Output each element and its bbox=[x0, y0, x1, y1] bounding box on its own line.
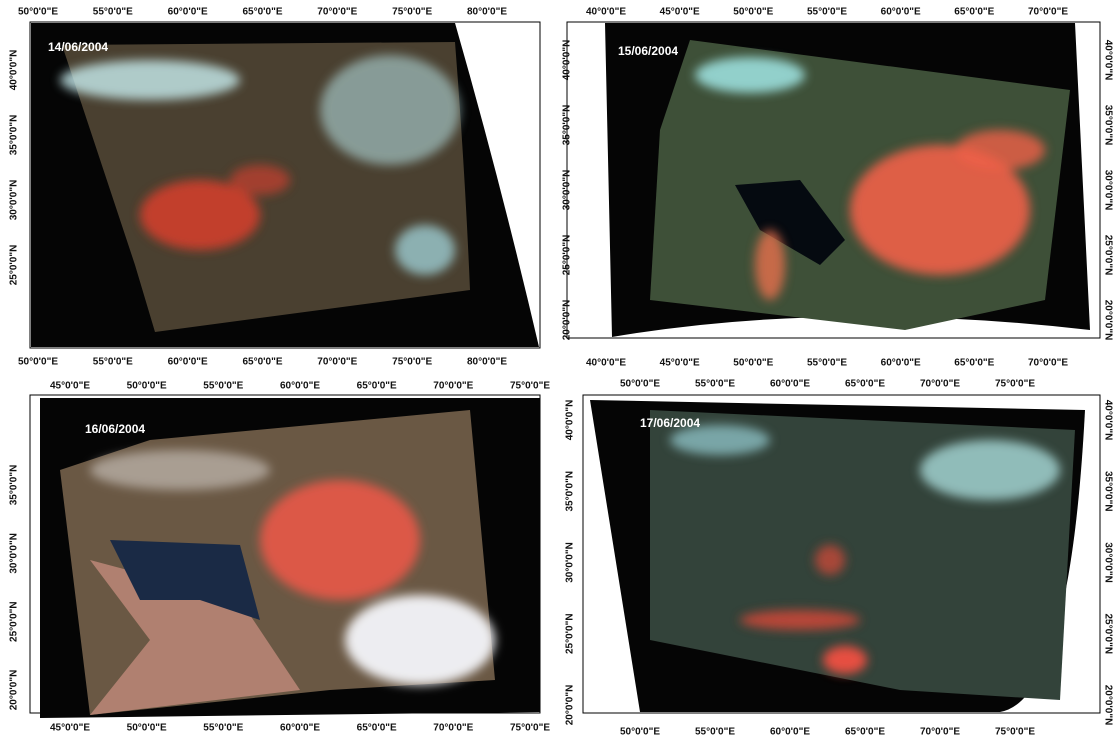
longitude-label: 60°0'0"E bbox=[280, 381, 320, 392]
latitude-label: 35°0'0"N bbox=[562, 105, 573, 146]
longitude-label: 70°0'0"E bbox=[433, 381, 473, 392]
latitude-label: 30°0'0"N bbox=[9, 180, 20, 221]
latitude-label: 35°0'0"N bbox=[1102, 105, 1113, 146]
longitude-label: 55°0'0"E bbox=[807, 7, 847, 18]
longitude-label: 65°0'0"E bbox=[845, 727, 885, 738]
latitude-label: 25°0'0"N bbox=[565, 613, 576, 654]
longitude-label: 70°0'0"E bbox=[317, 7, 357, 18]
latitude-label: 25°0'0"N bbox=[9, 601, 20, 642]
longitude-label: 50°0'0"E bbox=[18, 357, 58, 368]
longitude-label: 75°0'0"E bbox=[392, 7, 432, 18]
latitude-label: 40°0'0"N bbox=[1102, 40, 1113, 81]
latitude-label: 20°0'0"N bbox=[9, 670, 20, 711]
longitude-label: 65°0'0"E bbox=[845, 379, 885, 390]
longitude-label: 70°0'0"E bbox=[1028, 358, 1068, 369]
longitude-label: 45°0'0"E bbox=[50, 381, 90, 392]
longitude-label: 40°0'0"E bbox=[586, 358, 626, 369]
panel-image bbox=[29, 21, 541, 349]
longitude-label: 70°0'0"E bbox=[433, 723, 473, 734]
longitude-label: 70°0'0"E bbox=[920, 379, 960, 390]
latitude-label: 20°0'0"N bbox=[1102, 300, 1113, 341]
longitude-label: 60°0'0"E bbox=[168, 7, 208, 18]
latitude-label: 20°0'0"N bbox=[1102, 685, 1113, 726]
panel-image bbox=[29, 394, 541, 718]
longitude-label: 65°0'0"E bbox=[954, 7, 994, 18]
latitude-label: 35°0'0"N bbox=[9, 465, 20, 506]
latitude-label: 25°0'0"N bbox=[9, 245, 20, 286]
panel-image bbox=[566, 21, 1101, 339]
latitude-label: 30°0'0"N bbox=[565, 542, 576, 583]
panel-image bbox=[582, 394, 1101, 714]
longitude-label: 70°0'0"E bbox=[920, 727, 960, 738]
latitude-label: 35°0'0"N bbox=[9, 115, 20, 156]
longitude-label: 45°0'0"E bbox=[50, 723, 90, 734]
longitude-label: 80°0'0"E bbox=[467, 7, 507, 18]
longitude-label: 50°0'0"E bbox=[733, 358, 773, 369]
longitude-label: 65°0'0"E bbox=[357, 381, 397, 392]
longitude-label: 60°0'0"E bbox=[881, 358, 921, 369]
longitude-label: 40°0'0"E bbox=[586, 7, 626, 18]
longitude-label: 75°0'0"E bbox=[510, 723, 550, 734]
longitude-label: 60°0'0"E bbox=[280, 723, 320, 734]
longitude-label: 60°0'0"E bbox=[881, 7, 921, 18]
longitude-label: 65°0'0"E bbox=[954, 358, 994, 369]
latitude-label: 40°0'0"N bbox=[565, 400, 576, 441]
panel-date: 15/06/2004 bbox=[618, 44, 678, 58]
longitude-label: 75°0'0"E bbox=[392, 357, 432, 368]
longitude-label: 45°0'0"E bbox=[660, 7, 700, 18]
panel-date: 16/06/2004 bbox=[85, 422, 145, 436]
longitude-label: 55°0'0"E bbox=[93, 357, 133, 368]
latitude-label: 20°0'0"N bbox=[565, 685, 576, 726]
longitude-label: 60°0'0"E bbox=[168, 357, 208, 368]
longitude-label: 50°0'0"E bbox=[733, 7, 773, 18]
panel-date: 17/06/2004 bbox=[640, 416, 700, 430]
longitude-label: 60°0'0"E bbox=[770, 727, 810, 738]
latitude-label: 35°0'0"N bbox=[565, 471, 576, 512]
longitude-label: 55°0'0"E bbox=[93, 7, 133, 18]
latitude-label: 30°0'0"N bbox=[9, 533, 20, 574]
longitude-label: 45°0'0"E bbox=[660, 358, 700, 369]
longitude-label: 50°0'0"E bbox=[18, 7, 58, 18]
longitude-label: 55°0'0"E bbox=[203, 723, 243, 734]
latitude-label: 25°0'0"N bbox=[1102, 235, 1113, 276]
latitude-label: 40°0'0"N bbox=[9, 50, 20, 91]
longitude-label: 50°0'0"E bbox=[620, 379, 660, 390]
latitude-label: 40°0'0"N bbox=[1102, 400, 1113, 441]
longitude-label: 75°0'0"E bbox=[510, 381, 550, 392]
panel-date: 14/06/2004 bbox=[48, 40, 108, 54]
longitude-label: 55°0'0"E bbox=[203, 381, 243, 392]
latitude-label: 30°0'0"N bbox=[562, 170, 573, 211]
longitude-label: 50°0'0"E bbox=[127, 723, 167, 734]
longitude-label: 75°0'0"E bbox=[995, 727, 1035, 738]
longitude-label: 50°0'0"E bbox=[620, 727, 660, 738]
longitude-label: 55°0'0"E bbox=[695, 379, 735, 390]
longitude-label: 80°0'0"E bbox=[467, 357, 507, 368]
longitude-label: 50°0'0"E bbox=[127, 381, 167, 392]
longitude-label: 55°0'0"E bbox=[807, 358, 847, 369]
latitude-label: 25°0'0"N bbox=[562, 235, 573, 276]
longitude-label: 70°0'0"E bbox=[1028, 7, 1068, 18]
latitude-label: 25°0'0"N bbox=[1102, 613, 1113, 654]
longitude-label: 60°0'0"E bbox=[770, 379, 810, 390]
latitude-label: 30°0'0"N bbox=[1102, 170, 1113, 211]
longitude-label: 65°0'0"E bbox=[357, 723, 397, 734]
latitude-label: 30°0'0"N bbox=[1102, 542, 1113, 583]
latitude-label: 20°0'0"N bbox=[562, 300, 573, 341]
longitude-label: 55°0'0"E bbox=[695, 727, 735, 738]
latitude-label: 40°0'0"N bbox=[562, 40, 573, 81]
longitude-label: 65°0'0"E bbox=[242, 7, 282, 18]
latitude-label: 35°0'0"N bbox=[1102, 471, 1113, 512]
longitude-label: 70°0'0"E bbox=[317, 357, 357, 368]
longitude-label: 75°0'0"E bbox=[995, 379, 1035, 390]
longitude-label: 65°0'0"E bbox=[242, 357, 282, 368]
